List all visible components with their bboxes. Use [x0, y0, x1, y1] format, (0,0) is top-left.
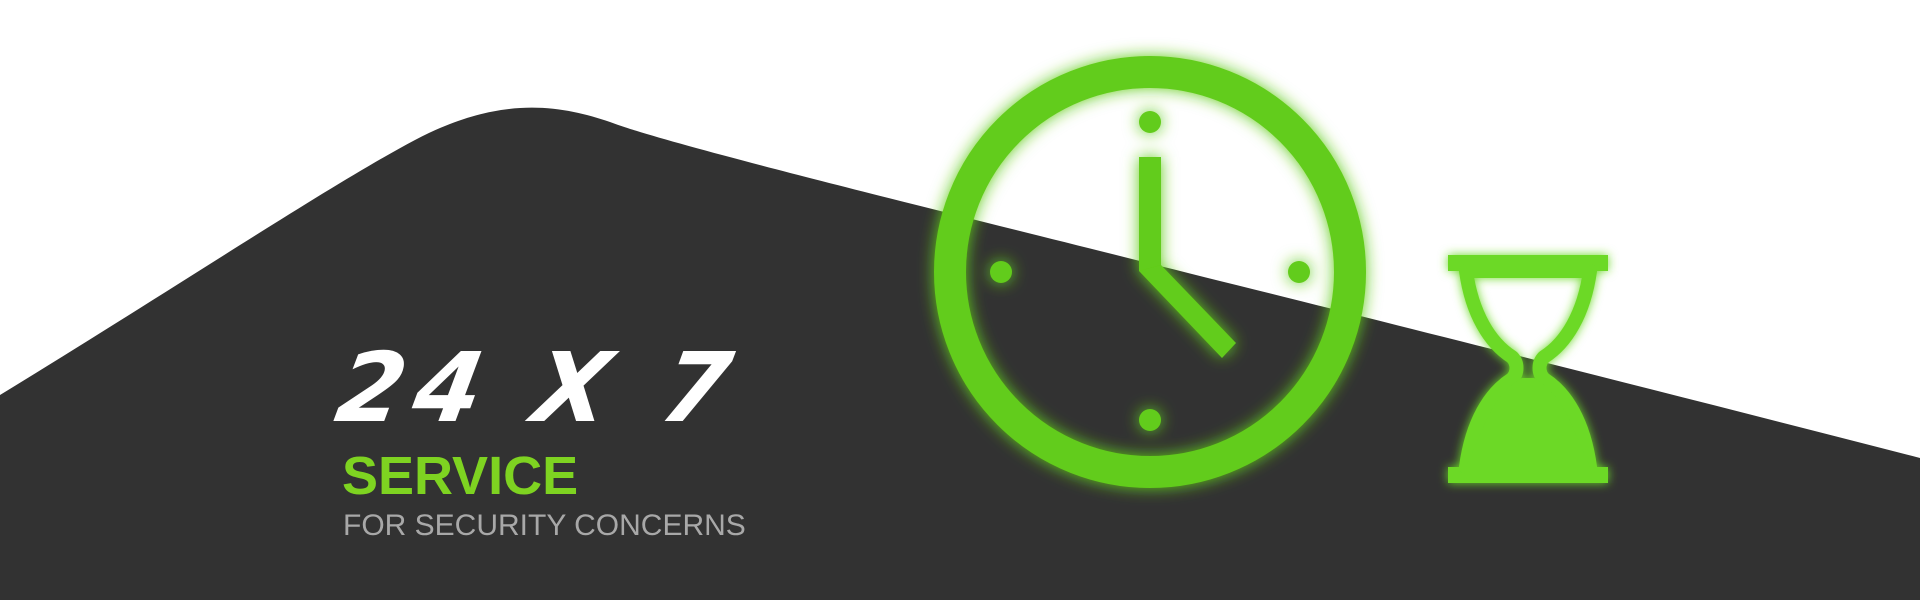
security-subheading: FOR SECURITY CONCERNS — [343, 509, 746, 542]
hourglass-icon — [1448, 255, 1608, 483]
headline-24x7: 24 X 7 — [328, 332, 750, 444]
clock-icon — [934, 56, 1366, 488]
service-heading: SERVICE — [342, 446, 579, 506]
